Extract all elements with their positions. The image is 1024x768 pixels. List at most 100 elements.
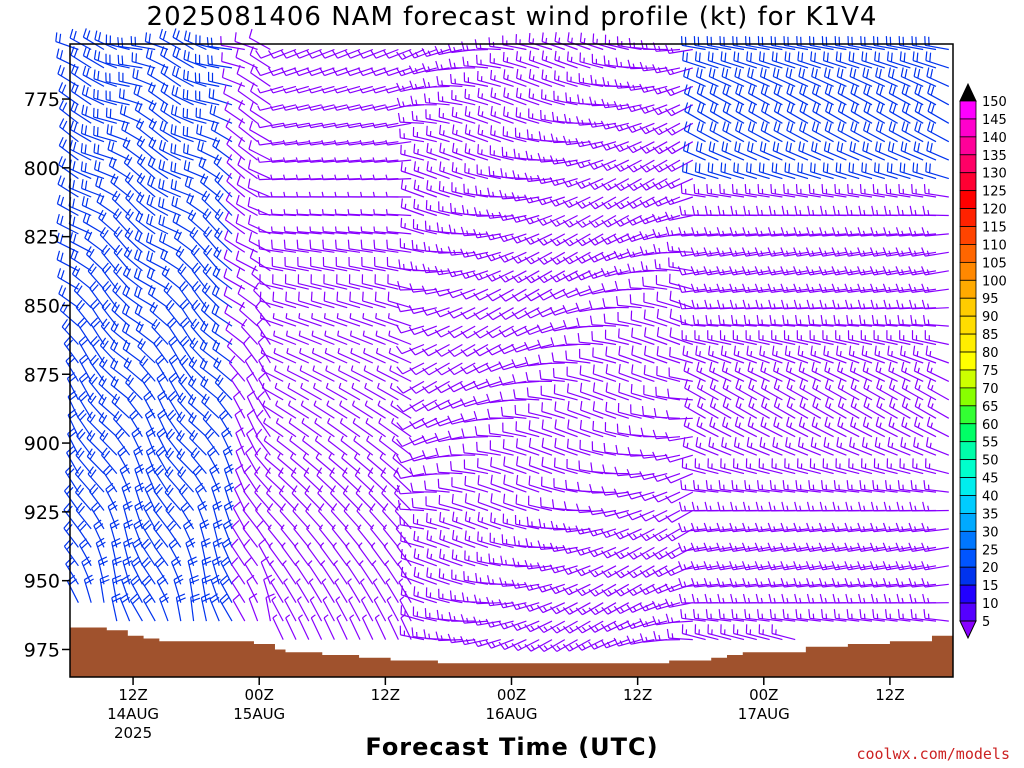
wind-barb [289,453,310,475]
wind-barb [151,318,169,345]
wind-barb [396,380,425,394]
wind-barb [322,226,348,235]
wind-barb [132,537,143,567]
wind-barb [566,366,591,382]
wind-barb [58,136,79,161]
wind-barb [172,212,194,235]
surface-terrain-layer [70,627,953,677]
wind-barb [63,336,79,364]
wind-barb [235,445,246,474]
wind-barb [464,493,489,512]
wind-barb [683,416,706,438]
wind-barb [339,400,361,419]
wind-barb [524,581,553,591]
wind-barb [77,520,92,548]
wind-barb [158,197,182,217]
wind-barb [348,256,373,272]
wind-barb [567,400,591,419]
wind-barb [350,347,374,364]
wind-barb [231,557,246,585]
wind-barb [280,48,310,59]
wind-barb [207,54,233,69]
wind-barb [579,419,604,438]
wind-barb [511,251,540,264]
wind-barb [562,639,591,652]
wind-barb [477,88,501,106]
wind-barb [605,364,630,382]
wind-barb [413,161,438,180]
wind-barb [541,69,565,87]
wind-barb [552,368,578,382]
wind-barb [315,453,335,475]
wind-barb [639,565,668,578]
wind-barb [105,72,130,87]
wind-barb [90,501,105,530]
wind-barb [135,211,156,235]
wind-barb [588,300,617,310]
wind-barb [108,156,130,180]
wind-barb [575,214,604,228]
wind-barb [400,198,425,217]
wind-barb [579,439,604,456]
wind-barb [485,639,514,649]
wind-barb [293,48,322,59]
wind-barb [272,274,297,290]
wind-barb [626,565,655,579]
wind-barb [236,268,258,290]
wind-barb [639,528,668,542]
wind-barb [214,208,233,235]
wind-barb [189,575,200,603]
wind-barb [59,118,79,143]
wind-barb [337,330,361,346]
wind-barb [155,354,169,382]
wind-barb [665,491,694,504]
wind-barb [134,304,156,327]
wind-barb [872,184,898,198]
wind-barb [349,330,374,346]
wind-barb [626,546,655,560]
wind-barb [516,456,540,475]
wind-barb [270,578,284,604]
wind-barb [387,291,412,309]
wind-barb [524,341,553,351]
wind-barb [380,467,399,493]
wind-barb [335,256,361,272]
wind-barb [146,213,169,235]
wind-barb [147,175,169,198]
wind-barb [618,345,642,364]
wind-barb [271,226,297,235]
wind-barb [98,394,118,419]
wind-barb [58,99,79,124]
wind-barb [397,112,425,124]
wind-barb [682,162,706,180]
wind-barb [361,256,386,272]
wind-barb [385,139,412,146]
wind-barb [664,196,693,206]
wind-barb [259,291,284,309]
wind-barb [653,243,681,254]
wind-barb [472,270,502,281]
wind-barb [439,142,463,161]
wind-barb [336,313,361,327]
wind-barb [262,400,284,419]
wind-barb [165,428,182,456]
wind-barb [652,141,681,155]
wind-barb [464,163,489,180]
wind-barb [212,137,233,161]
wind-barb [381,485,399,511]
wind-barb [258,239,284,253]
wind-barb [235,232,258,253]
wind-barb [476,164,501,180]
wind-barb [75,299,92,327]
wind-barb [472,250,501,260]
wind-barb [221,537,233,567]
wind-barb [87,263,105,290]
wind-barb [553,478,578,493]
wind-barb [588,159,617,170]
wind-barb [105,107,130,124]
wind-barb [89,483,105,511]
wind-barb [179,335,195,364]
wind-barb [182,89,207,106]
wind-barb [354,467,374,493]
wind-barb [160,101,182,124]
